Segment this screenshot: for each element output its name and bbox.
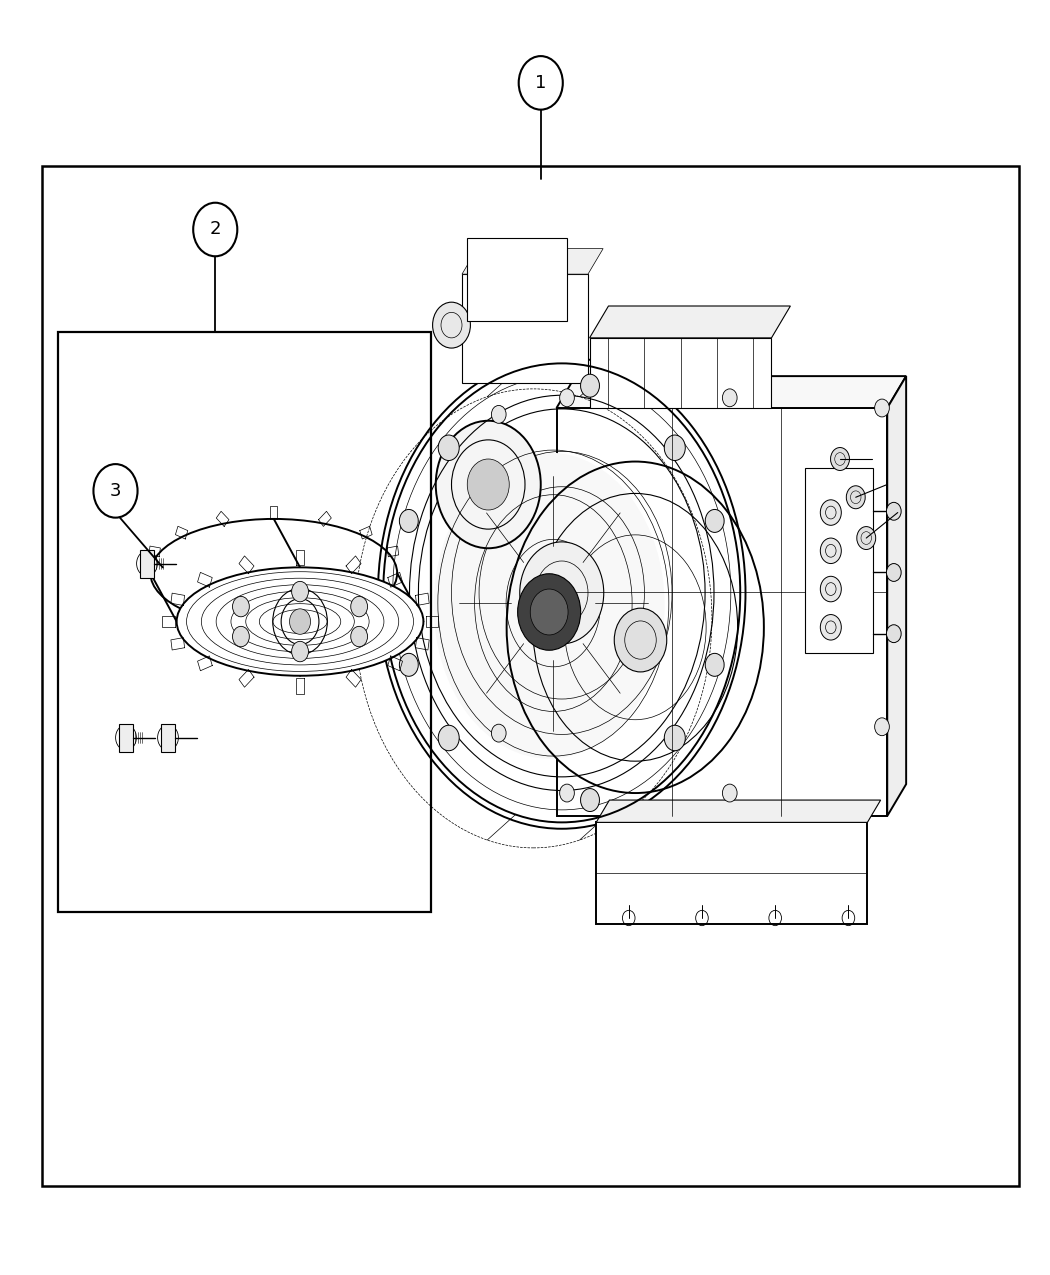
- Circle shape: [846, 486, 865, 509]
- Circle shape: [520, 542, 604, 644]
- Polygon shape: [596, 801, 881, 822]
- Circle shape: [820, 615, 841, 640]
- Text: 2: 2: [210, 221, 220, 238]
- Circle shape: [93, 464, 138, 518]
- Circle shape: [232, 626, 249, 646]
- Circle shape: [722, 784, 737, 802]
- Circle shape: [614, 608, 667, 672]
- Circle shape: [292, 641, 309, 662]
- Circle shape: [581, 788, 600, 811]
- Circle shape: [491, 724, 506, 742]
- Circle shape: [438, 435, 459, 460]
- Text: 3: 3: [110, 482, 121, 500]
- Bar: [42, 166, 1018, 1186]
- Circle shape: [665, 435, 686, 460]
- Circle shape: [820, 538, 841, 564]
- Polygon shape: [590, 306, 791, 338]
- Circle shape: [706, 653, 724, 676]
- Circle shape: [875, 718, 889, 736]
- Circle shape: [351, 597, 368, 617]
- Polygon shape: [462, 249, 603, 274]
- Circle shape: [857, 527, 876, 550]
- Circle shape: [886, 502, 901, 520]
- Circle shape: [491, 405, 506, 423]
- Circle shape: [438, 725, 459, 751]
- Circle shape: [290, 609, 311, 635]
- Circle shape: [875, 399, 889, 417]
- Circle shape: [581, 375, 600, 398]
- Circle shape: [519, 56, 563, 110]
- Circle shape: [399, 510, 418, 533]
- Bar: [804, 468, 873, 653]
- Polygon shape: [887, 376, 906, 816]
- Circle shape: [292, 581, 309, 602]
- Circle shape: [530, 589, 568, 635]
- Circle shape: [467, 459, 509, 510]
- Circle shape: [886, 564, 901, 581]
- Circle shape: [436, 421, 541, 548]
- Circle shape: [665, 725, 686, 751]
- Ellipse shape: [434, 453, 665, 759]
- Bar: [596, 822, 867, 924]
- Circle shape: [518, 574, 581, 650]
- Circle shape: [560, 389, 574, 407]
- Ellipse shape: [176, 567, 423, 676]
- Bar: [556, 408, 887, 816]
- Bar: [161, 724, 175, 752]
- Text: 1: 1: [536, 74, 546, 92]
- Bar: [462, 274, 588, 382]
- Circle shape: [560, 784, 574, 802]
- Circle shape: [706, 510, 724, 533]
- Bar: [119, 724, 133, 752]
- Circle shape: [399, 653, 418, 676]
- Circle shape: [820, 500, 841, 525]
- Bar: [140, 550, 154, 578]
- Circle shape: [722, 389, 737, 407]
- Circle shape: [433, 302, 470, 348]
- Circle shape: [351, 626, 368, 646]
- Bar: [590, 338, 772, 408]
- Circle shape: [232, 597, 249, 617]
- Circle shape: [820, 576, 841, 602]
- Bar: [58, 332, 430, 912]
- Circle shape: [193, 203, 237, 256]
- Circle shape: [886, 625, 901, 643]
- Circle shape: [831, 448, 849, 470]
- Polygon shape: [556, 376, 906, 408]
- Bar: [467, 238, 567, 321]
